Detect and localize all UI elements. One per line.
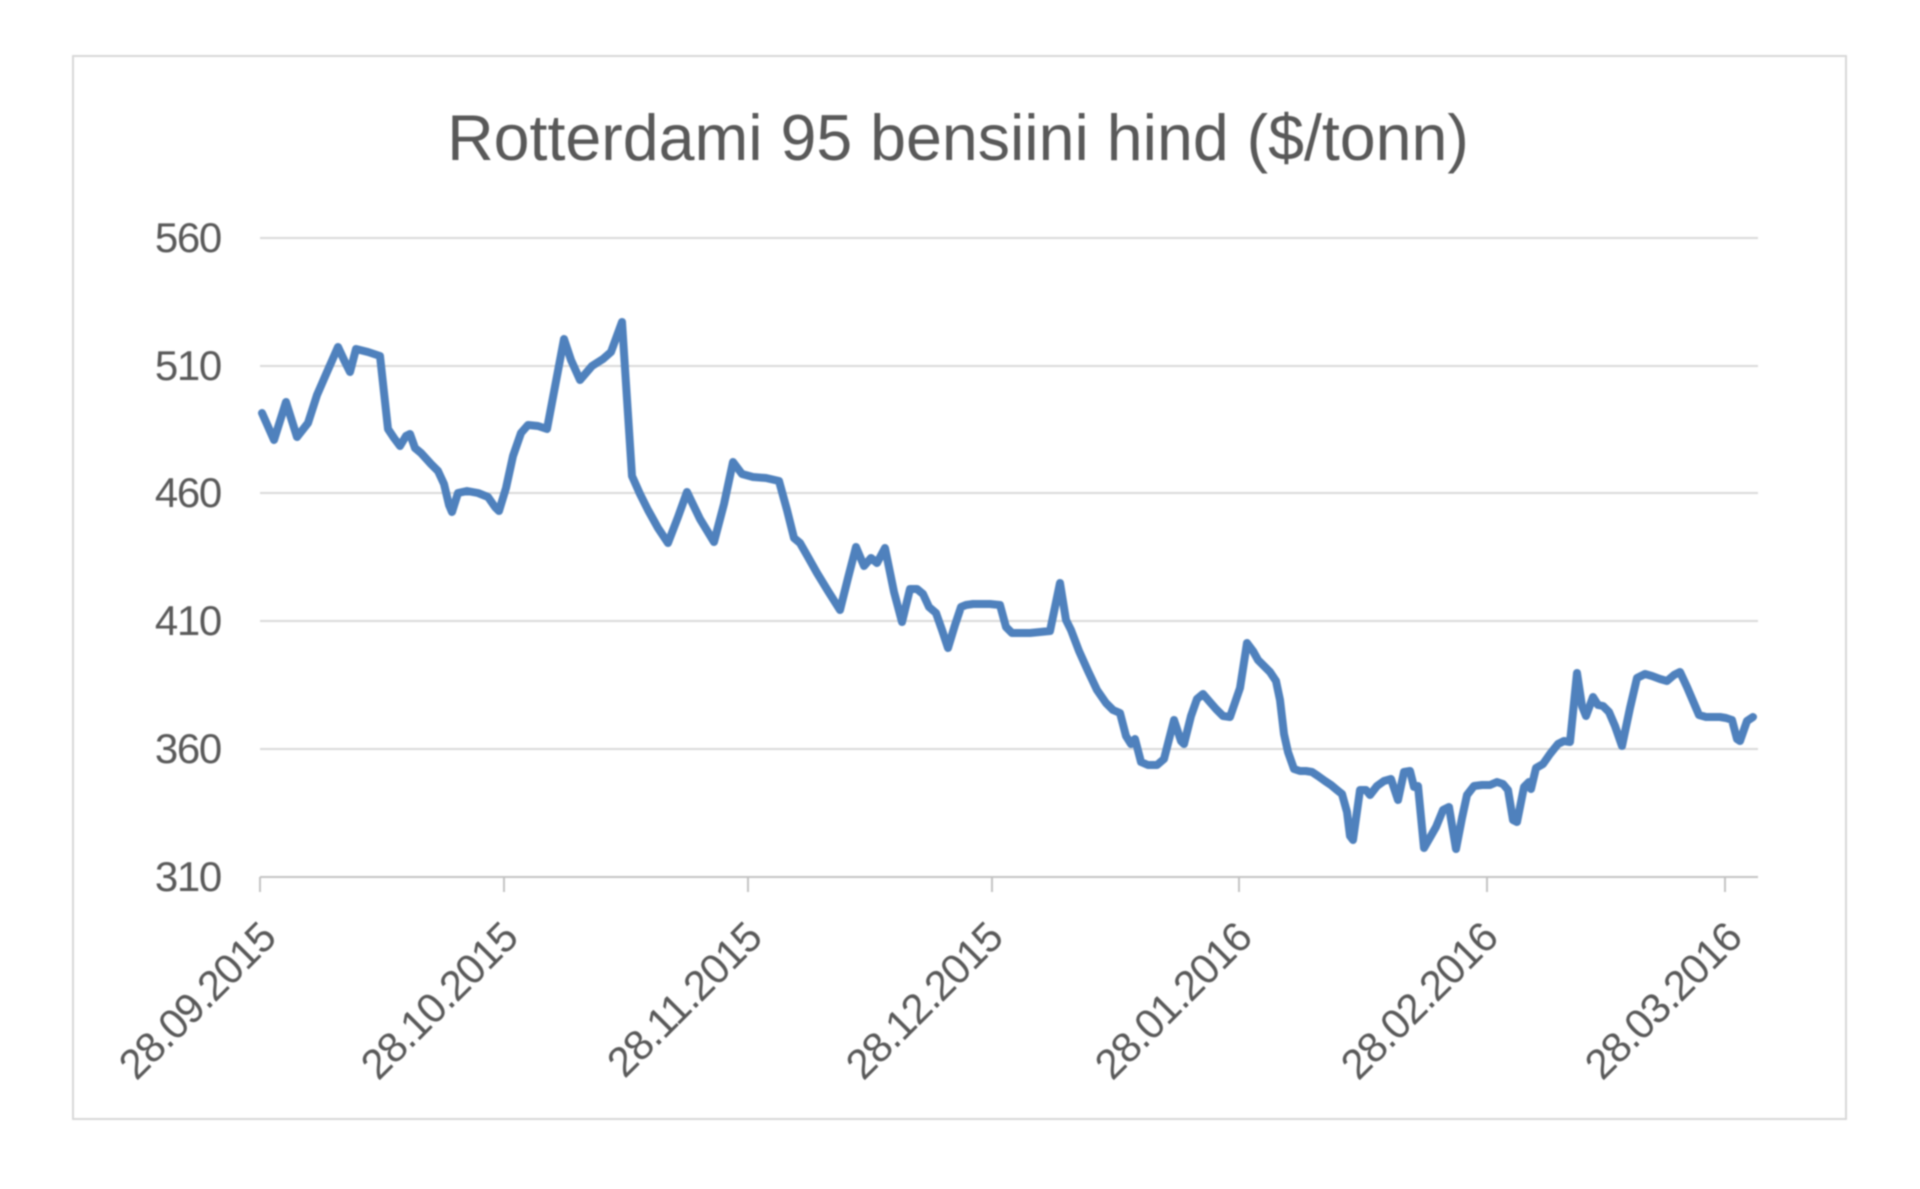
svg-text:460: 460 xyxy=(155,469,221,516)
svg-text:560: 560 xyxy=(155,214,221,261)
svg-text:360: 360 xyxy=(155,725,221,772)
svg-text:Rotterdami 95 bensiini hind ($: Rotterdami 95 bensiini hind ($/tonn) xyxy=(447,102,1469,174)
svg-text:310: 310 xyxy=(155,853,221,900)
svg-text:410: 410 xyxy=(155,597,221,644)
svg-text:510: 510 xyxy=(155,342,221,389)
